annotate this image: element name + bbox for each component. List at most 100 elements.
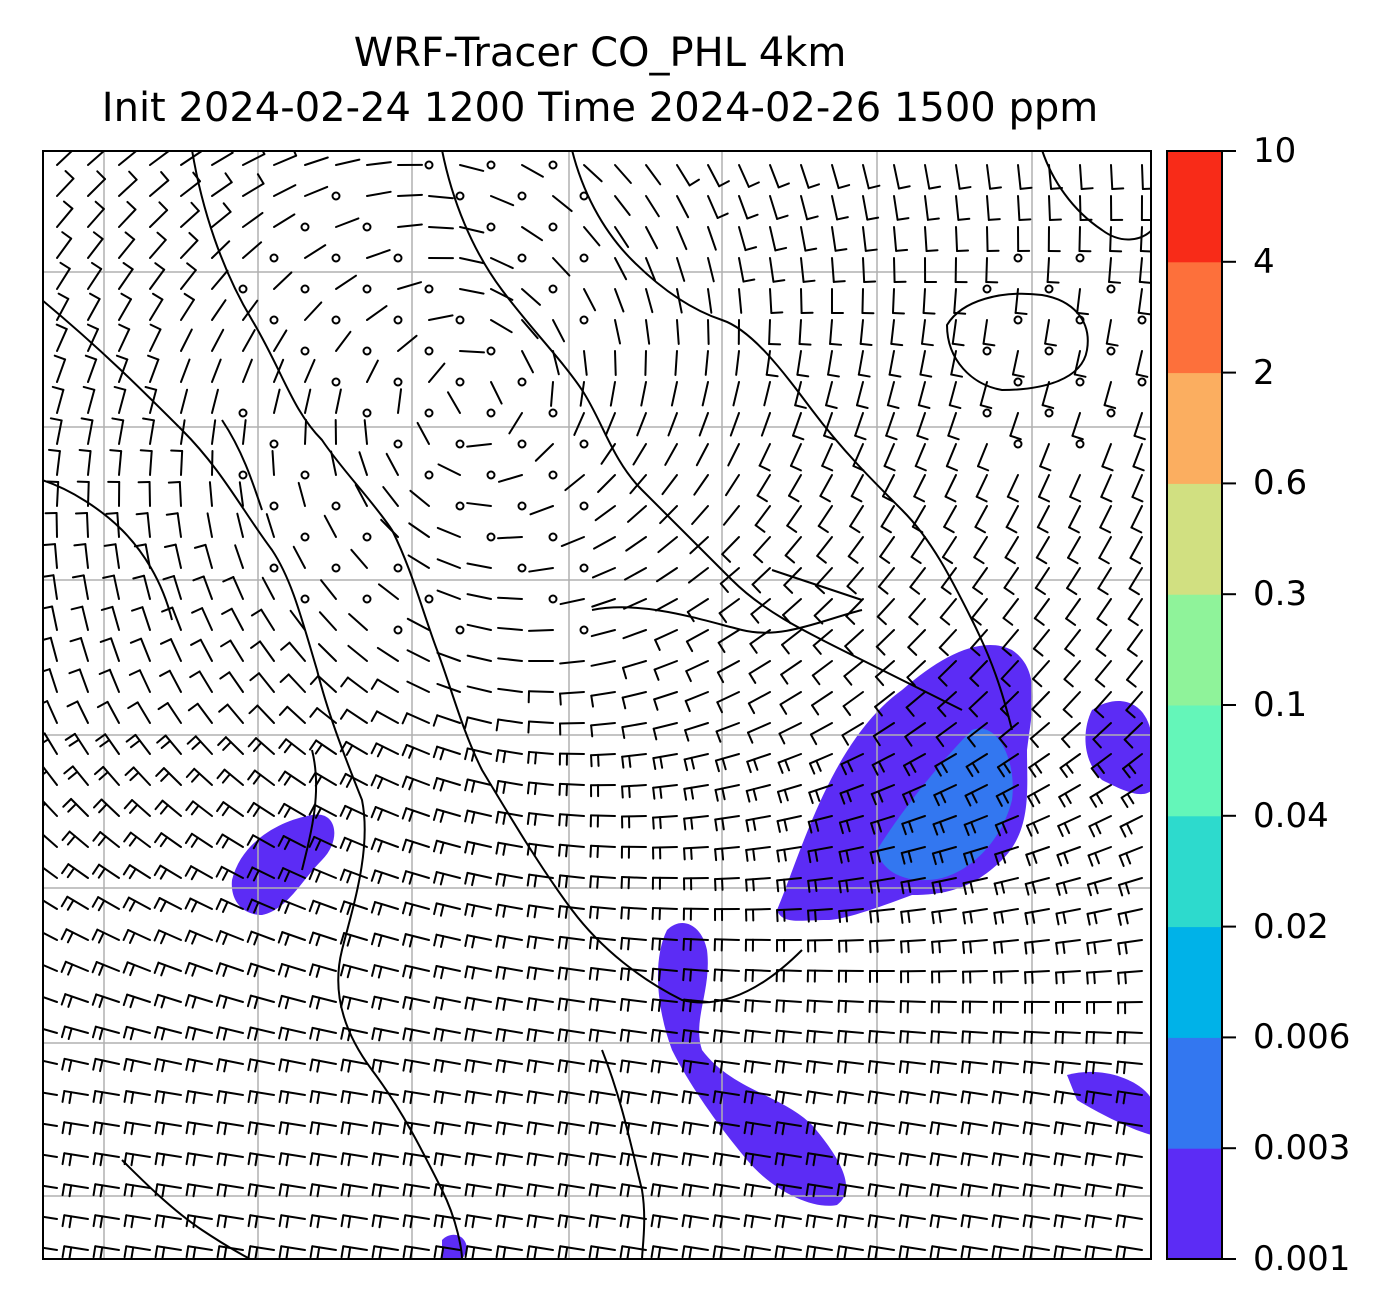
wind-barb-feather [279, 673, 290, 683]
wind-barb-shaft [872, 722, 895, 738]
wind-barb-shaft [812, 629, 833, 647]
wind-barb-feather [123, 1057, 128, 1071]
wind-barb-feather [346, 902, 352, 916]
wind-barb-feather [805, 1183, 810, 1197]
wind-barb-feather [719, 1091, 724, 1105]
wind-barb-shaft [807, 1183, 833, 1189]
wind-barb-feather [626, 968, 631, 982]
wind-barb-feather [939, 820, 945, 834]
wind-barb-shaft [218, 1245, 244, 1251]
wind-barb-shaft [125, 1057, 151, 1065]
wind-barb-shaft [769, 226, 777, 252]
wind-barb-shaft [218, 994, 244, 1003]
wind-barb-shaft [230, 607, 244, 631]
wind-barb-shaft [190, 832, 213, 848]
wind-barb-shaft [550, 381, 554, 407]
wind-barb-feather [246, 898, 253, 911]
wind-barb-shaft [1066, 567, 1081, 590]
wind-barb-feather [216, 801, 225, 813]
wind-barb-shaft [591, 567, 616, 579]
wind-barb-feather [347, 1215, 352, 1229]
wind-barb-feather [433, 902, 438, 916]
wind-barb-shaft [285, 738, 306, 755]
wind-barb-feather [495, 841, 500, 855]
wind-barb-feather [776, 879, 780, 893]
wind-barb-feather [1093, 971, 1096, 985]
wind-barb-feather [1031, 851, 1038, 864]
wind-barb-shaft [707, 288, 713, 314]
wind-barb-feather [804, 247, 818, 252]
wind-barb-shaft [683, 1090, 709, 1096]
wind-barb-shaft [149, 209, 169, 228]
wind-barb-shaft [342, 995, 368, 1003]
wind-barb-feather [1084, 1090, 1089, 1104]
wind-barb-shaft [436, 745, 461, 755]
wind-barb-shaft [670, 381, 678, 407]
calm-wind-marker [424, 408, 434, 418]
wind-barb-feather [221, 773, 231, 784]
wind-barb-shaft [497, 657, 523, 662]
wind-barb-shaft [600, 443, 616, 465]
wind-barb-feather [684, 699, 691, 713]
wind-barb-shaft [1031, 691, 1050, 711]
wind-barb-feather [805, 1090, 810, 1104]
wind-barb-feather [758, 464, 771, 472]
wind-barb-shaft [374, 837, 399, 848]
wind-barb-feather [874, 1091, 879, 1105]
wind-barb-shaft [1014, 288, 1019, 314]
wind-barb-feather [982, 342, 996, 347]
wind-barb-feather [748, 672, 757, 684]
wind-barb-feather [495, 1245, 500, 1259]
wind-barb-feather [128, 835, 138, 847]
wind-barb-shaft [714, 1029, 740, 1034]
wind-barb-feather [130, 1184, 135, 1198]
wind-barb-feather [776, 909, 779, 923]
wind-barb-shaft [629, 474, 647, 495]
wind-barb-shaft [428, 314, 454, 321]
wind-barb-feather [716, 212, 729, 219]
wind-barb-shaft [323, 514, 337, 538]
wind-barb-shaft [707, 226, 717, 251]
wind-barb-feather [433, 1090, 438, 1104]
wind-barb-feather [1029, 1153, 1034, 1167]
wind-barb-feather [440, 1184, 445, 1198]
wind-barb-feather [682, 998, 686, 1012]
wind-barb-feather [283, 774, 292, 786]
wind-barb-feather [867, 1245, 872, 1259]
wind-barb-feather [314, 838, 322, 851]
wind-barb-shaft [590, 844, 616, 848]
wind-barb-feather [794, 404, 807, 409]
wind-barb-feather [657, 1153, 662, 1167]
wind-barb-feather [845, 819, 851, 833]
wind-barb-feather [653, 698, 659, 711]
wind-barb-feather [222, 964, 228, 977]
wind-barb-feather [92, 1090, 97, 1103]
wind-barb-shaft [87, 298, 101, 321]
wind-barb-feather [156, 734, 167, 744]
wind-barb-shaft [497, 1152, 523, 1158]
wind-barb-shaft [993, 1214, 1019, 1220]
wind-barb-feather [1101, 465, 1114, 472]
wind-barb-shaft [249, 1090, 275, 1096]
wind-barb-shaft [250, 930, 275, 941]
wind-barb-feather [877, 585, 889, 595]
wind-barb-feather [802, 279, 816, 283]
wind-barb-shaft [676, 195, 690, 219]
wind-barb-shaft [144, 543, 151, 569]
wind-barb-feather [867, 1060, 872, 1074]
wind-barb-shaft [910, 536, 926, 558]
wind-barb-feather [940, 586, 952, 595]
wind-barb-shaft [138, 669, 151, 693]
wind-barb-feather [261, 150, 266, 156]
wind-barb-shaft [149, 450, 153, 476]
wind-barb-shaft [590, 1028, 616, 1034]
wind-barb-feather [931, 881, 936, 895]
calm-wind-marker [1106, 408, 1116, 418]
wind-barb-feather [1125, 822, 1133, 835]
wind-barb-shaft [42, 1184, 58, 1189]
wind-barb-feather [401, 743, 408, 757]
wind-barb-shaft [343, 868, 368, 879]
wind-barb-feather [61, 1090, 66, 1103]
wind-barb-feather [1093, 911, 1098, 925]
wind-barb-feather [123, 1183, 128, 1197]
